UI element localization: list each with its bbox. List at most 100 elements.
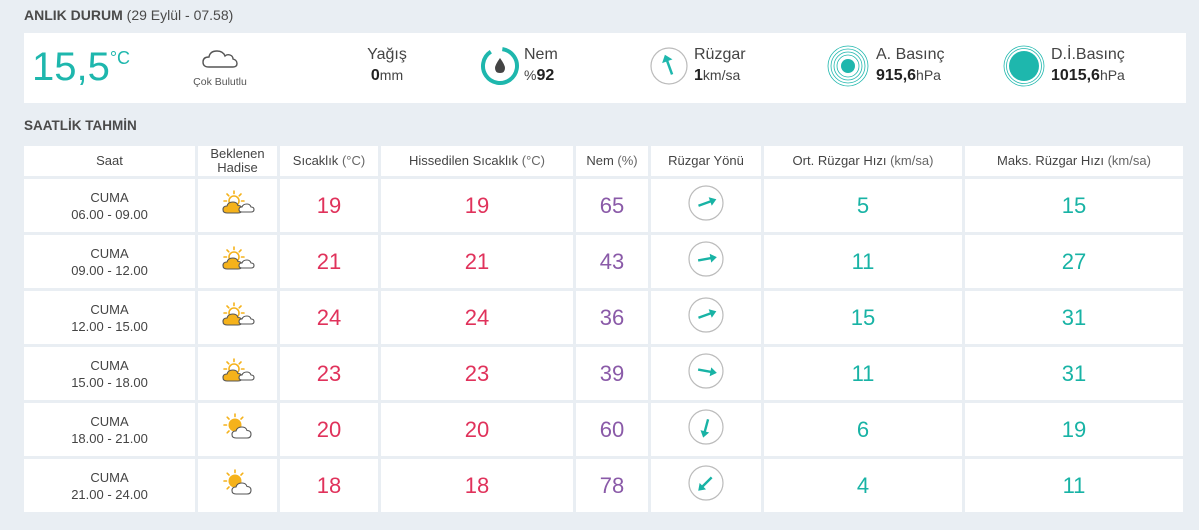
humidity-value: 92: [536, 67, 555, 84]
humidity-value: 60: [599, 416, 625, 442]
wind-direction-arrow-icon: [688, 465, 724, 501]
avg-wind-value: 11: [851, 248, 875, 274]
avg-wind-cell: 6: [764, 403, 962, 456]
humidity-icon: [481, 47, 519, 85]
temp-value: 21: [316, 248, 342, 274]
wind-direction-cell: [651, 459, 761, 512]
sea-level-pressure-value: 1015,6: [1051, 67, 1100, 84]
row-day: CUMA: [90, 413, 129, 429]
current-conditions-time: (29 Eylül - 07.58): [126, 7, 234, 23]
wind-direction-arrow-icon: [688, 297, 724, 333]
row-time-range: 18.00 - 21.00: [71, 430, 148, 446]
humidity-info: Nem %92: [524, 45, 558, 86]
wind-direction-arrow-icon: [688, 409, 724, 445]
row-time-range: 21.00 - 24.00: [71, 486, 148, 502]
humidity-value: 78: [599, 472, 625, 498]
table-header-row: Saat Beklenen Hadise Sıcaklık (°C) Hissed…: [24, 146, 1183, 176]
temp-value: 24: [316, 304, 342, 330]
current-conditions-heading: ANLIK DURUM (29 Eylül - 07.58): [24, 7, 233, 23]
hourly-forecast-table: Saat Beklenen Hadise Sıcaklık (°C) Hissed…: [21, 143, 1186, 515]
table-row: CUMA 15.00 - 18.00 23 23 39 11 31: [24, 347, 1183, 400]
feels-like-cell: 21: [381, 235, 573, 288]
current-condition-label: Çok Bulutlu: [193, 76, 247, 88]
row-time-range: 09.00 - 12.00: [71, 262, 148, 278]
max-wind-value: 31: [1061, 304, 1087, 330]
max-wind-cell: 19: [965, 403, 1183, 456]
feels-like-value: 21: [464, 248, 490, 274]
wind-icon: [650, 47, 688, 85]
temp-value: 19: [316, 192, 342, 218]
pressure-label: A. Basınç: [876, 46, 945, 63]
wind-direction-arrow-icon: [688, 353, 724, 389]
temp-cell: 23: [280, 347, 378, 400]
sea-level-pressure-icon: [1003, 45, 1045, 87]
avg-wind-value: 15: [850, 304, 876, 330]
partly-cloudy-sun-icon: [221, 246, 255, 270]
header-avg-wind: Ort. Rüzgar Hızı (km/sa): [764, 146, 962, 176]
feels-like-cell: 23: [381, 347, 573, 400]
humidity-cell: 65: [576, 179, 648, 232]
cloud-icon: [202, 50, 238, 68]
humidity-value: 43: [599, 248, 625, 274]
feels-like-value: 18: [464, 472, 490, 498]
wind-direction-arrow-icon: [688, 241, 724, 277]
row-day: CUMA: [90, 469, 129, 485]
feels-like-value: 20: [464, 416, 490, 442]
wind-direction-cell: [651, 347, 761, 400]
event-cell: [198, 403, 277, 456]
pressure-value: 915,6: [876, 67, 917, 84]
humidity-value: 36: [599, 304, 625, 330]
row-day: CUMA: [90, 189, 129, 205]
temp-cell: 18: [280, 459, 378, 512]
feels-like-cell: 20: [381, 403, 573, 456]
time-cell: CUMA 12.00 - 15.00: [24, 291, 195, 344]
avg-wind-cell: 15: [764, 291, 962, 344]
pressure-info: A. Basınç 915,6hPa: [876, 45, 944, 86]
avg-wind-value: 5: [856, 192, 870, 218]
header-feels-like: Hissedilen Sıcaklık (°C): [381, 146, 573, 176]
humidity-prefix: %: [524, 67, 537, 83]
temp-cell: 21: [280, 235, 378, 288]
feels-like-value: 19: [464, 192, 490, 218]
header-wind-direction: Rüzgar Yönü: [651, 146, 761, 176]
row-time-range: 12.00 - 15.00: [71, 318, 148, 334]
rain-unit: mm: [379, 67, 404, 83]
partly-cloudy-sun-icon: [221, 190, 255, 214]
feels-like-cell: 19: [381, 179, 573, 232]
event-cell: [198, 347, 277, 400]
max-wind-value: 27: [1061, 248, 1087, 274]
current-conditions-panel: 15,5°C Çok Bulutlu Yağış 0mm Nem %92 Rüz…: [24, 33, 1186, 103]
sun-cloud-icon: [222, 469, 252, 495]
partly-cloudy-sun-icon: [221, 358, 255, 382]
event-cell: [198, 235, 277, 288]
temp-value: 23: [316, 360, 342, 386]
humidity-value: 65: [599, 192, 625, 218]
max-wind-value: 15: [1061, 192, 1087, 218]
hourly-forecast-heading: SAATLİK TAHMİN: [24, 118, 137, 133]
feels-like-cell: 24: [381, 291, 573, 344]
time-cell: CUMA 21.00 - 24.00: [24, 459, 195, 512]
max-wind-cell: 15: [965, 179, 1183, 232]
row-time-range: 06.00 - 09.00: [71, 206, 148, 222]
wind-label: Rüzgar: [694, 46, 746, 63]
humidity-cell: 43: [576, 235, 648, 288]
wind-info: Rüzgar 1km/sa: [694, 45, 746, 86]
row-day: CUMA: [90, 245, 129, 261]
max-wind-cell: 27: [965, 235, 1183, 288]
avg-wind-value: 6: [856, 416, 870, 442]
table-row: CUMA 18.00 - 21.00 20 20 60 6 19: [24, 403, 1183, 456]
humidity-cell: 39: [576, 347, 648, 400]
humidity-label: Nem: [524, 46, 558, 63]
humidity-cell: 60: [576, 403, 648, 456]
wind-direction-arrow-icon: [688, 185, 724, 221]
avg-wind-value: 11: [851, 360, 875, 386]
table-row: CUMA 06.00 - 09.00 19 19 65 5 15: [24, 179, 1183, 232]
wind-unit: km/sa: [702, 67, 741, 83]
temp-value: 20: [316, 416, 342, 442]
wind-direction-cell: [651, 235, 761, 288]
humidity-value: 39: [599, 360, 625, 386]
header-humidity: Nem (%): [576, 146, 648, 176]
partly-cloudy-sun-icon: [221, 302, 255, 326]
wind-direction-cell: [651, 291, 761, 344]
feels-like-value: 23: [464, 360, 490, 386]
